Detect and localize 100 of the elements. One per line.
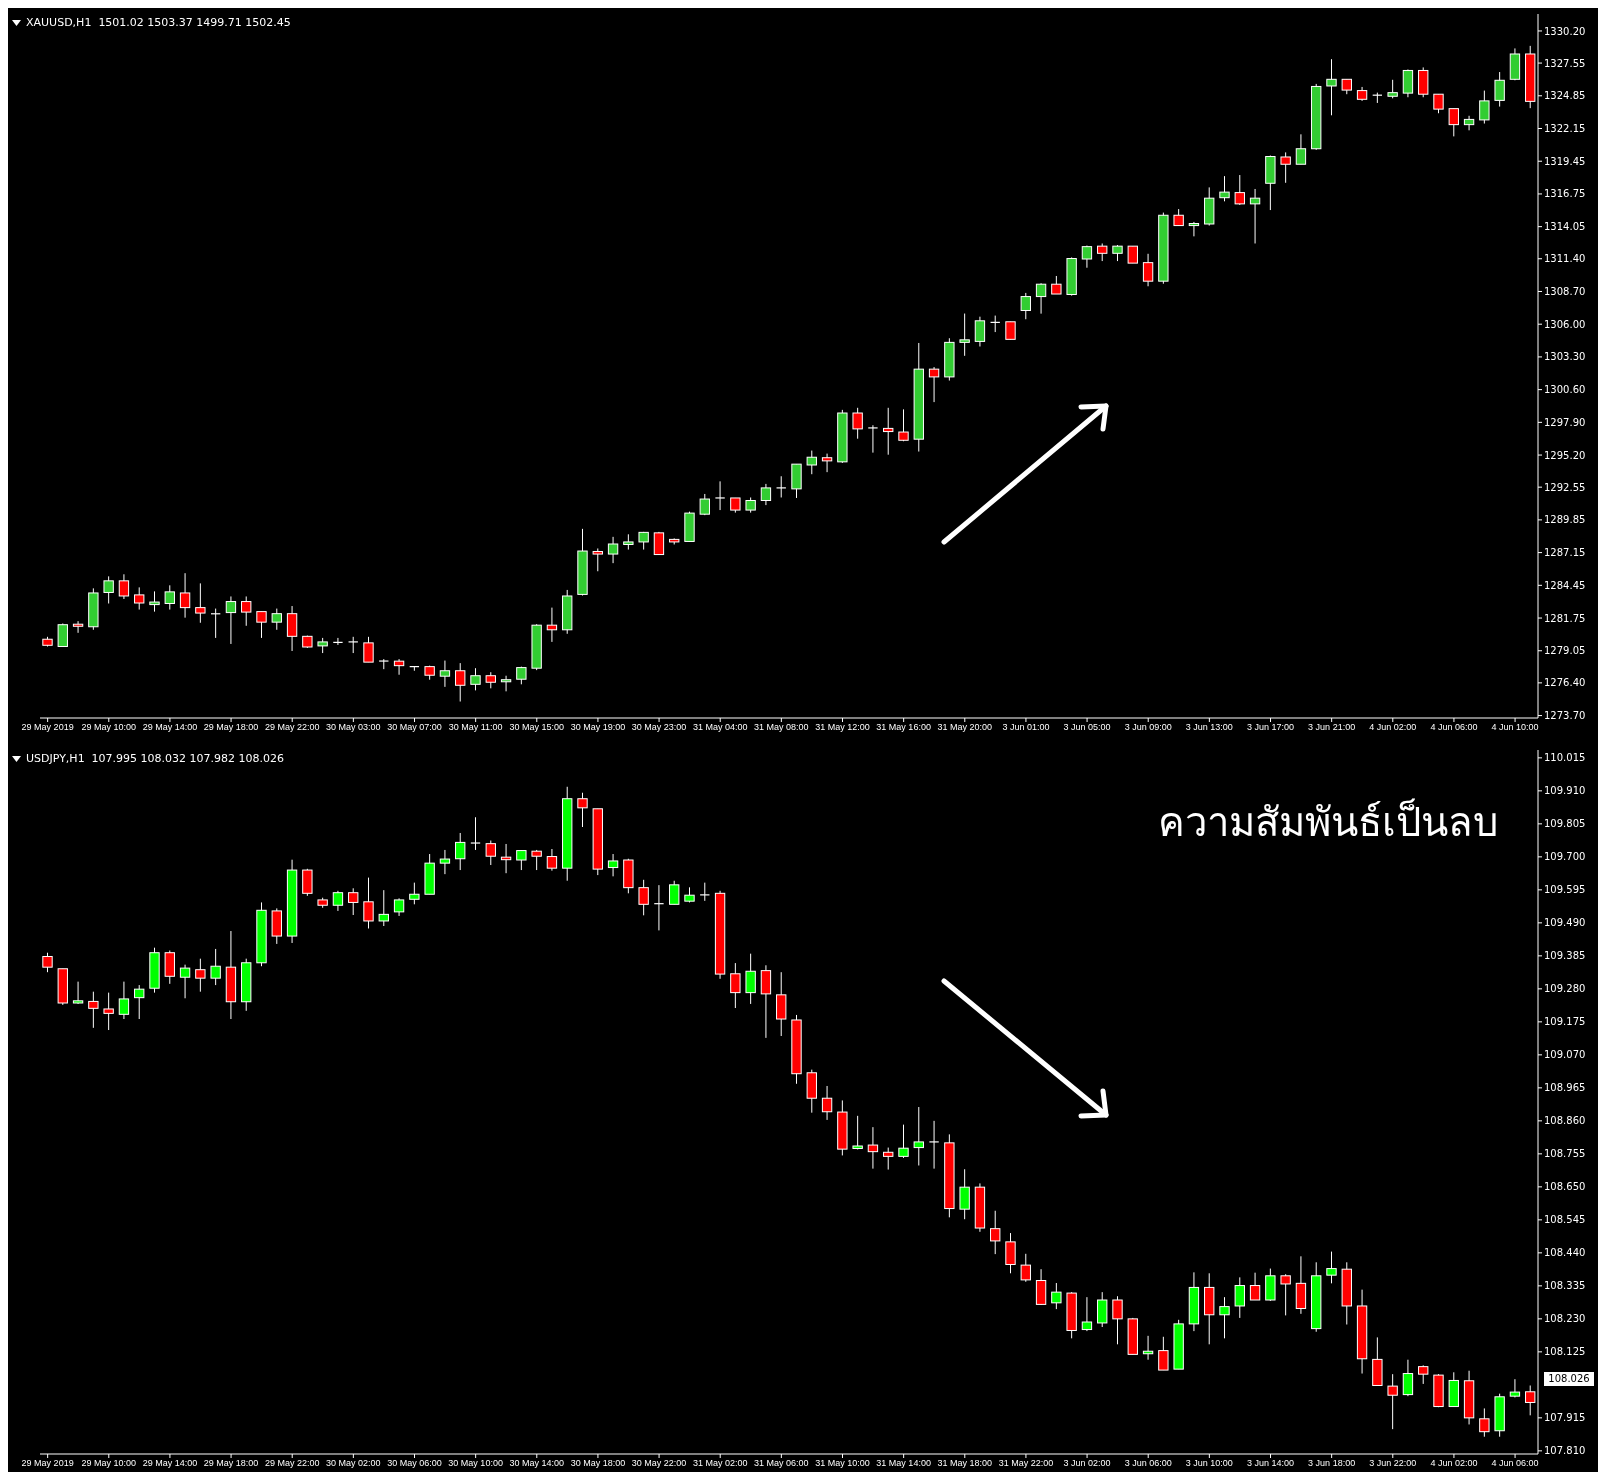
x-tick-label: 29 May 18:00 — [203, 1458, 259, 1469]
x-tick-label: 3 Jun 02:00 — [1063, 1458, 1111, 1469]
y-tick-label: 108.545 — [1544, 1214, 1586, 1226]
candlestick — [134, 984, 145, 1020]
candlestick — [1020, 292, 1031, 320]
x-tick-label: 3 Jun 13:00 — [1185, 722, 1233, 733]
x-tick-label: 29 May 22:00 — [264, 1458, 320, 1469]
candlestick — [1479, 90, 1490, 125]
candlestick — [714, 480, 726, 511]
candlestick — [1418, 66, 1429, 98]
x-tick-label: 3 Jun 14:00 — [1246, 1458, 1295, 1469]
x-tick-label: 3 Jun 22:00 — [1369, 1458, 1417, 1469]
y-tick-label: 109.805 — [1544, 818, 1586, 830]
candlestick — [638, 879, 649, 916]
y-tick-label: 1327.55 — [1544, 57, 1586, 69]
candlestick — [348, 887, 359, 916]
x-tick-label: 31 May 22:00 — [998, 1458, 1054, 1469]
candlestick — [653, 884, 665, 931]
candlestick — [42, 952, 53, 973]
candlestick — [485, 840, 496, 866]
candlestick — [72, 620, 84, 634]
candlestick — [241, 595, 252, 627]
candlestick — [898, 1124, 909, 1159]
text: 108.026 — [1544, 1372, 1594, 1386]
x-tick-label: 29 May 10:00 — [81, 1458, 137, 1469]
candlestick — [1418, 1364, 1429, 1385]
candlestick — [730, 962, 741, 1009]
chart-title: XAUUSD,H1 1501.02 1503.37 1499.71 1502.45 — [26, 16, 291, 29]
candlestick — [883, 407, 894, 456]
x-tick-label: 29 May 10:00 — [81, 722, 137, 733]
candlestick — [286, 605, 298, 652]
x-tick-label: 3 Jun 09:00 — [1124, 722, 1172, 733]
candlestick — [439, 849, 451, 875]
candlestick — [959, 313, 970, 357]
candlestick — [118, 573, 130, 600]
y-tick-label: 1306.00 — [1544, 318, 1586, 330]
candlestick — [669, 880, 680, 905]
candlestick — [455, 832, 466, 871]
candlestick — [470, 667, 481, 691]
candlestick — [592, 547, 603, 572]
candlestick — [1448, 108, 1459, 137]
x-tick-label: 3 Jun 01:00 — [1002, 722, 1050, 733]
candlestick — [867, 1126, 879, 1170]
candlestick — [195, 582, 206, 624]
y-tick-label: 1314.05 — [1544, 221, 1586, 233]
candlestick — [1280, 1273, 1291, 1316]
candlestick — [179, 964, 191, 999]
candlestick — [1249, 1272, 1261, 1301]
candlestick — [1295, 133, 1307, 165]
x-tick-label: 31 May 14:00 — [876, 1458, 931, 1469]
candlestick — [1387, 1373, 1398, 1430]
candlestick — [852, 407, 863, 440]
candlestick — [1020, 1253, 1031, 1283]
candlestick — [1326, 1251, 1337, 1284]
y-tick-label: 1311.40 — [1544, 253, 1586, 265]
candlestick — [271, 608, 282, 631]
x-tick-label: 29 May 2019 — [21, 722, 74, 733]
y-tick-label: 1330.20 — [1544, 25, 1586, 37]
candlestick — [363, 636, 374, 663]
x-tick-label: 3 Jun 05:00 — [1063, 722, 1111, 733]
candlestick — [72, 981, 84, 1005]
x-tick-label: 29 May 18:00 — [203, 722, 259, 733]
candlestick — [57, 622, 68, 648]
y-tick-label: 1316.75 — [1544, 188, 1586, 200]
y-tick-label: 1287.15 — [1544, 547, 1586, 559]
candlestick — [1326, 58, 1337, 116]
candlestick — [867, 424, 879, 454]
y-tick-label: 1319.45 — [1544, 155, 1586, 167]
x-tick-label: 29 May 2019 — [21, 1458, 74, 1469]
x-tick-label: 31 May 08:00 — [754, 722, 809, 733]
candlestick — [439, 660, 451, 688]
y-tick-label: 1297.90 — [1544, 416, 1586, 428]
y-tick-label: 1295.20 — [1544, 449, 1586, 461]
candlestick — [149, 590, 160, 613]
x-tick-label: 3 Jun 21:00 — [1308, 722, 1356, 733]
candlestick — [210, 948, 221, 986]
y-tick-label: 109.700 — [1544, 851, 1586, 863]
x-tick-label: 31 May 16:00 — [876, 722, 931, 733]
candlestick — [409, 882, 420, 905]
y-tick-label: 1281.75 — [1544, 612, 1586, 624]
candlestick — [1219, 1296, 1230, 1339]
candlestick — [1387, 79, 1398, 99]
y-tick-label: 109.070 — [1544, 1049, 1586, 1061]
candlestick — [103, 575, 114, 604]
candlestick — [990, 1210, 1001, 1255]
y-tick-label: 109.175 — [1544, 1016, 1586, 1028]
candlestick — [1035, 1268, 1047, 1306]
x-tick-label: 4 Jun 02:00 — [1369, 722, 1417, 733]
x-tick-label: 31 May 20:00 — [937, 722, 993, 733]
candlestick — [699, 882, 711, 902]
candlestick — [607, 536, 619, 564]
x-tick-label: 30 May 06:00 — [387, 1458, 442, 1469]
candlestick — [1234, 174, 1245, 206]
candlestick — [821, 453, 833, 473]
y-tick-label: 1300.60 — [1544, 384, 1586, 396]
y-tick-label: 109.280 — [1544, 983, 1586, 995]
x-tick-label: 30 May 18:00 — [570, 1458, 626, 1469]
candlestick — [1249, 188, 1261, 244]
candlestick — [1280, 151, 1291, 184]
x-tick-label: 3 Jun 10:00 — [1185, 1458, 1233, 1469]
